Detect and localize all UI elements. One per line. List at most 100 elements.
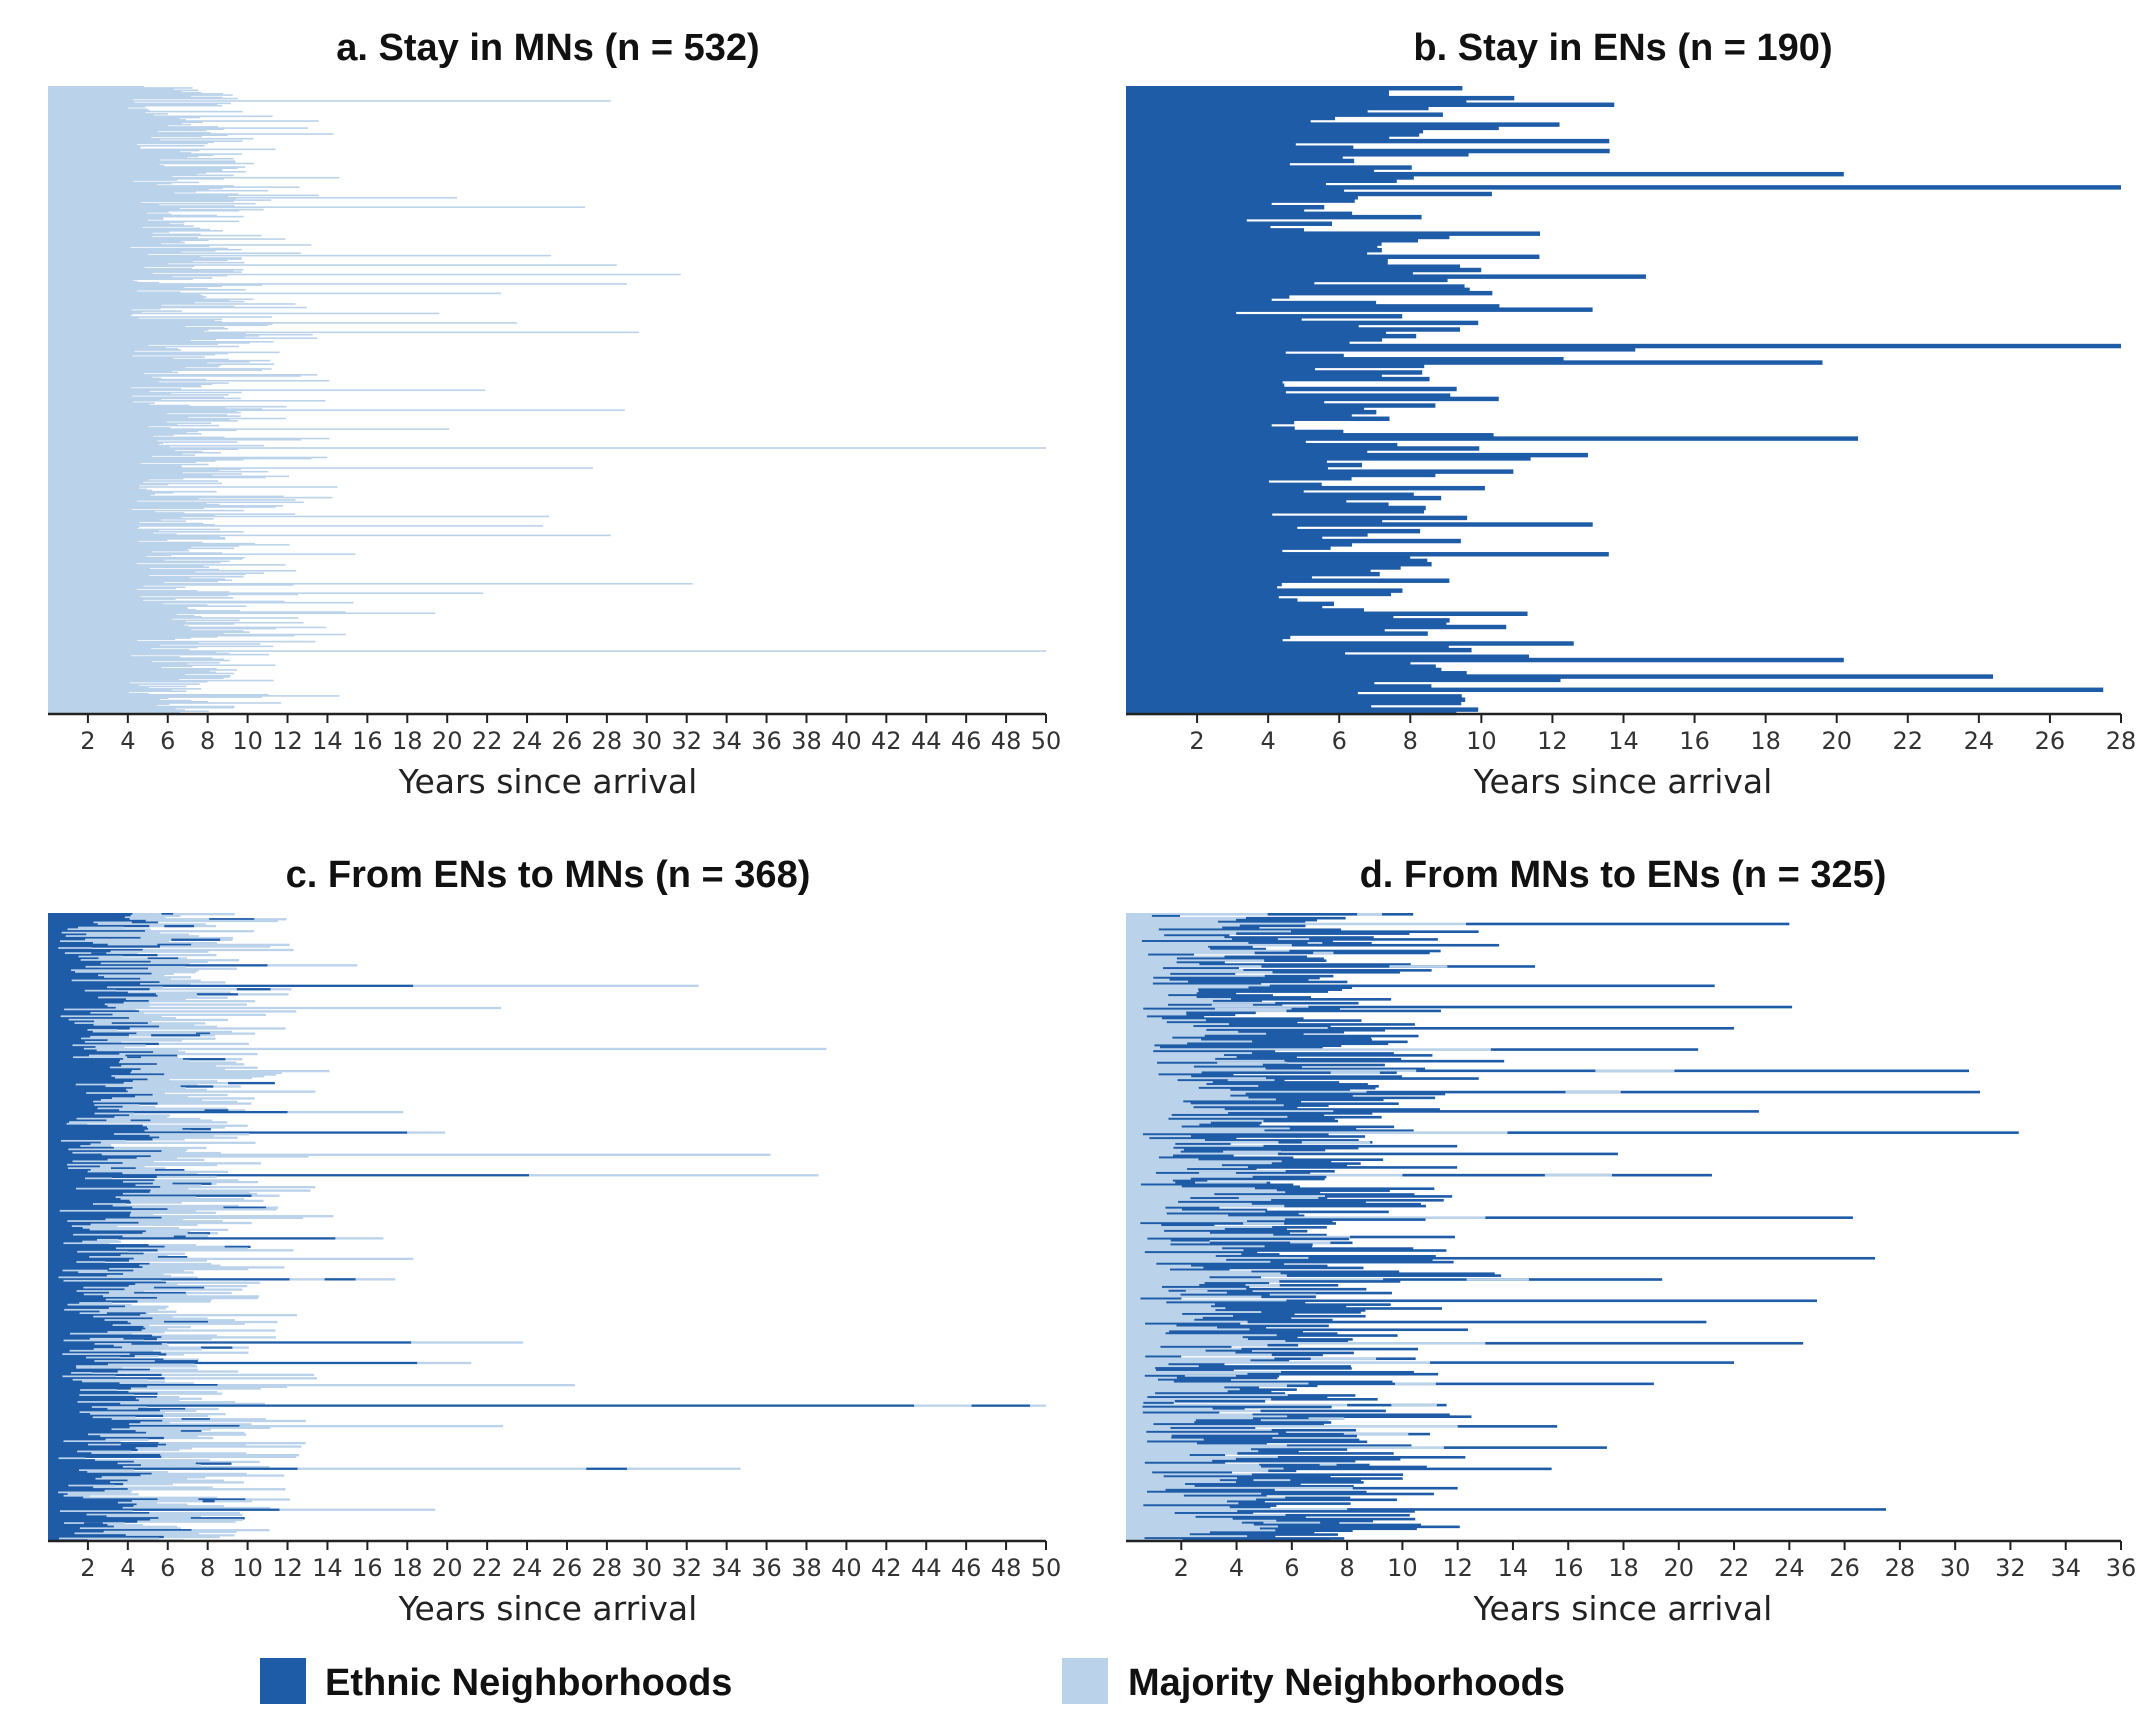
sequence-bar-second-state — [1286, 1444, 1412, 1447]
sequence-bar-second-state — [77, 1450, 132, 1453]
sequence-bar-first-state — [48, 1491, 59, 1494]
sequence-bar-second-state — [129, 1114, 170, 1117]
sequence-bar-first-state — [1126, 1218, 1285, 1221]
sequence-bar — [48, 268, 244, 271]
sequence-bar-second-state — [73, 1056, 179, 1059]
sequence-bar — [48, 291, 181, 293]
sequence-bar — [48, 441, 238, 443]
sequence-bar-first-state — [48, 1058, 124, 1061]
sequence-bar-first-state — [48, 1283, 136, 1286]
sequence-bar-second-state — [1178, 1200, 1366, 1204]
sequence-bar — [48, 592, 484, 594]
sequence-bar — [48, 97, 238, 100]
sequence-bar-first-state — [48, 1365, 77, 1368]
sequence-bar — [48, 414, 228, 416]
sequence-bar-second-state — [1140, 1222, 1337, 1225]
sequence-bar — [48, 672, 235, 675]
sequence-bar-second-state — [1285, 1340, 1348, 1343]
sequence-bar — [48, 685, 187, 688]
sequence-bar — [48, 371, 179, 374]
sequence-bar-first-state — [48, 1511, 150, 1515]
sequence-bar — [48, 446, 170, 448]
sequence-bar-second-state — [1264, 974, 1334, 978]
sequence-bar-second-state — [138, 1221, 252, 1225]
sequence-bar-second-state — [1285, 1496, 1351, 1500]
sequence-bar — [1126, 337, 1383, 342]
sequence-bar-first-state — [48, 1327, 146, 1330]
sequence-bar-return-spell — [171, 938, 221, 941]
sequence-bar-return-spell — [1343, 1432, 1409, 1436]
sequence-bar-first-state — [1126, 1227, 1225, 1231]
sequence-bar-first-state — [48, 1070, 132, 1073]
sequence-bar-second-state — [1286, 1274, 1502, 1277]
sequence-bar — [48, 200, 234, 203]
sequence-bar-first-state — [1126, 1320, 1248, 1324]
sequence-bar — [1126, 661, 1411, 666]
sequence-bar-first-state — [1126, 1262, 1157, 1266]
sequence-bar-second-state — [111, 1428, 211, 1431]
sequence-bar-second-state — [62, 1375, 116, 1378]
sequence-bar — [48, 497, 199, 500]
sequence-bar-return-spell — [187, 1232, 210, 1235]
sequence-bar-second-state — [251, 1194, 280, 1197]
sequence-bar-second-state — [1286, 1009, 1441, 1013]
x-tick-label: 28 — [592, 727, 623, 755]
sequence-bar — [48, 248, 242, 251]
sequence-bar — [48, 529, 159, 532]
sequence-bar — [48, 311, 142, 314]
sequence-bar-first-state — [1126, 1191, 1286, 1194]
sequence-bar — [48, 279, 134, 282]
sequence-bar-first-state — [48, 1078, 148, 1081]
sequence-bar-first-state — [1126, 1471, 1153, 1475]
sequence-bar — [48, 575, 244, 578]
sequence-bar-first-state — [48, 953, 158, 957]
sequence-bar — [48, 519, 162, 521]
sequence-bar-first-state — [1126, 1270, 1252, 1274]
sequence-bar-first-state — [48, 921, 94, 924]
sequence-bar-first-state — [48, 1230, 146, 1233]
sequence-bar-second-state — [1246, 1287, 1367, 1291]
sequence-bar — [1126, 297, 1272, 302]
sequence-bar — [1126, 419, 1295, 425]
sequence-bar-second-state — [1224, 936, 1374, 939]
sequence-bar-second-state — [161, 1336, 276, 1339]
sequence-bar-first-state — [48, 1228, 90, 1232]
sequence-bar — [48, 261, 245, 264]
sequence-bar — [48, 499, 296, 501]
sequence-bar-return-spell — [161, 913, 174, 916]
sequence-bar — [48, 410, 238, 413]
sequence-bar-second-state — [122, 1192, 258, 1196]
sequence-bar-first-state — [48, 1411, 80, 1414]
sequence-bar-first-state — [1126, 1494, 1184, 1498]
sequence-bar-first-state — [48, 1462, 118, 1465]
sequence-bar — [48, 156, 188, 159]
sequence-bar-second-state — [161, 1216, 304, 1220]
sequence-bar-second-state — [1286, 1299, 1817, 1303]
sequence-bar — [48, 364, 221, 367]
sequence-bar-second-state — [133, 1460, 260, 1464]
sequence-bar-second-state — [156, 1395, 180, 1399]
sequence-bar-first-state — [1126, 1455, 1278, 1459]
sequence-bar — [48, 625, 189, 628]
sequence-bar-first-state — [48, 1372, 72, 1375]
x-tick-label: 16 — [1553, 1554, 1584, 1582]
sequence-bar-first-state — [48, 1039, 108, 1042]
sequence-bar-first-state — [48, 1107, 98, 1110]
sequence-bar-first-state — [48, 1500, 132, 1503]
sequence-bar-second-state — [149, 988, 292, 991]
sequence-bar-second-state — [1279, 1280, 1401, 1283]
sequence-bar-first-state — [1126, 1052, 1253, 1055]
sequence-bar — [48, 174, 234, 177]
sequence-bar-first-state — [1126, 1030, 1239, 1034]
x-tick-label: 14 — [1498, 1554, 1529, 1582]
sequence-bar — [48, 551, 152, 553]
sequence-bar — [48, 204, 160, 206]
sequence-bar-second-state — [1247, 1220, 1333, 1223]
sequence-bar-second-state — [127, 1090, 316, 1093]
sequence-bar-second-state — [1443, 1446, 1607, 1449]
sequence-bar-first-state — [48, 998, 127, 1001]
sequence-bar-second-state — [72, 1378, 148, 1382]
sequence-bar-first-state — [1126, 1370, 1281, 1374]
sequence-bar-second-state — [121, 1064, 217, 1068]
sequence-bar — [1126, 416, 1390, 421]
